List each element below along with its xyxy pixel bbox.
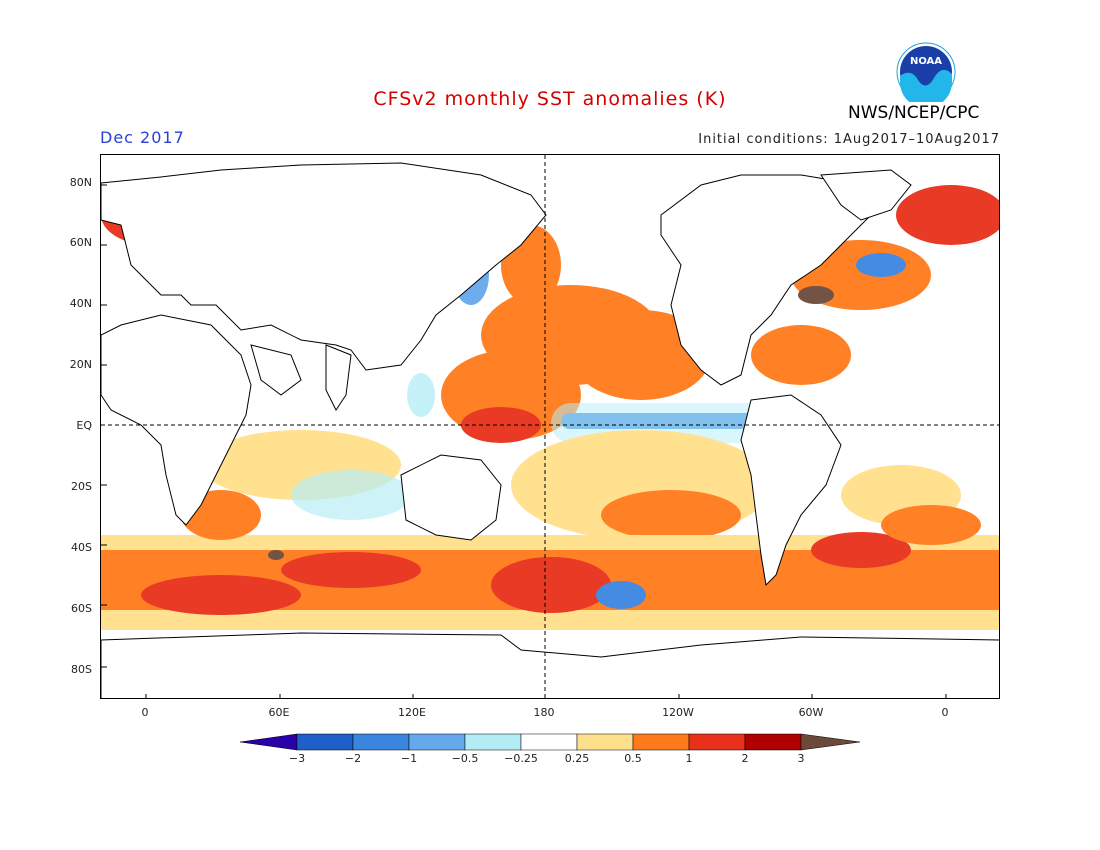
colorbar-bin (520, 733, 578, 751)
forecast-period: Dec 2017 (100, 128, 185, 147)
lon-label-120e: 120E (398, 706, 426, 719)
sst-anomaly-map (100, 154, 1000, 699)
colorbar-bin (688, 733, 746, 751)
colorbar-label: −0.5 (451, 752, 479, 765)
colorbar-max-triangle (800, 733, 860, 751)
colorbar-bin (464, 733, 522, 751)
lon-label-120w: 120W (662, 706, 694, 719)
colorbar-label: 0.25 (564, 752, 590, 765)
colorbar-bin (744, 733, 802, 751)
lat-label-60s: 60S (71, 602, 92, 615)
lat-label-20n: 20N (69, 358, 92, 371)
lat-label-eq: EQ (76, 419, 92, 432)
anomaly-field (101, 182, 999, 630)
lat-label-80s: 80S (71, 663, 92, 676)
lat-label-40n: 40N (69, 297, 92, 310)
colorbar-label: −0.25 (504, 752, 538, 765)
colorbar-min-triangle (240, 733, 298, 751)
colorbar (240, 733, 860, 751)
colorbar-label: 0.5 (624, 752, 642, 765)
colorbar-label: −2 (344, 752, 362, 765)
lat-label-60n: 60N (69, 236, 92, 249)
colorbar-label: −1 (400, 752, 418, 765)
lon-label-0-west: 0 (141, 706, 149, 719)
logo-text: NOAA (910, 56, 942, 67)
colorbar-bin (296, 733, 354, 751)
lat-label-40s: 40S (71, 541, 92, 554)
lon-label-180: 180 (533, 706, 555, 719)
colorbar-label: 2 (741, 752, 749, 765)
colorbar-label: 3 (797, 752, 805, 765)
lon-label-0-east: 0 (941, 706, 949, 719)
axis-ticks (101, 184, 947, 698)
chart-title: CFSv2 monthly SST anomalies (K) (373, 88, 727, 110)
colorbar-bin (632, 733, 690, 751)
colorbar-bin (408, 733, 466, 751)
land-masses (101, 162, 999, 698)
colorbar-bin (352, 733, 410, 751)
noaa-logo-icon: NOAA (896, 42, 956, 102)
lat-label-80n: 80N (69, 176, 92, 189)
agency-label: NWS/NCEP/CPC (848, 103, 980, 123)
lon-label-60w: 60W (798, 706, 824, 719)
colorbar-label: −3 (288, 752, 306, 765)
lat-label-20s: 20S (71, 480, 92, 493)
lon-label-60e: 60E (268, 706, 290, 719)
colorbar-bin (576, 733, 634, 751)
initial-conditions: Initial conditions: 1Aug2017–10Aug2017 (698, 132, 1000, 147)
colorbar-label: 1 (685, 752, 693, 765)
